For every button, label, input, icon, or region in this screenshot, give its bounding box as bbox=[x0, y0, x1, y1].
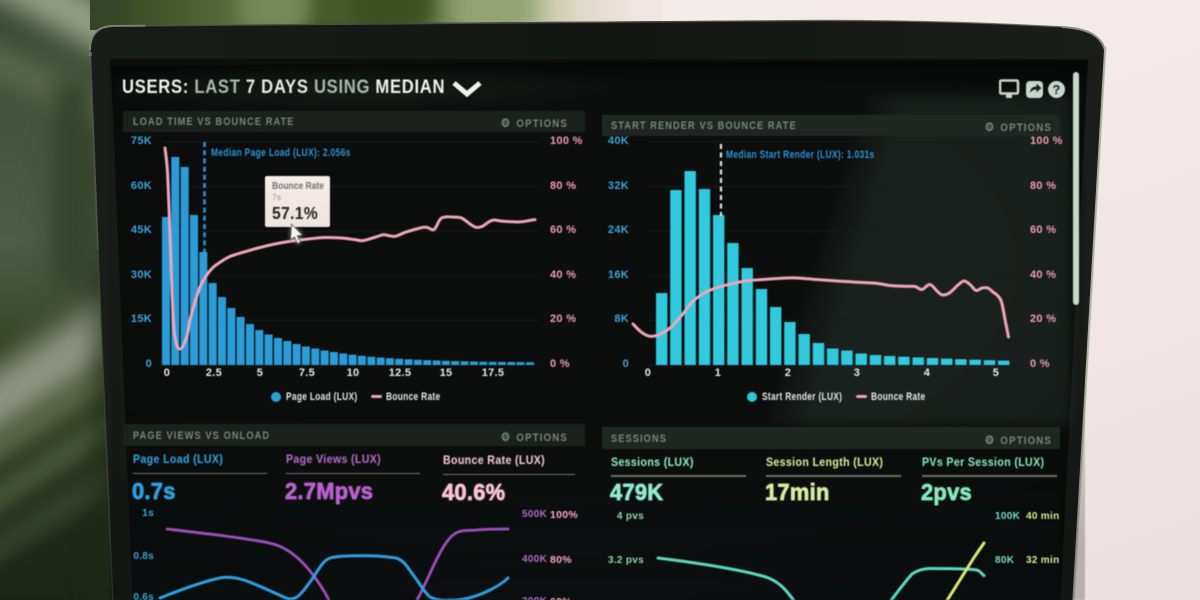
svg-text:?: ? bbox=[1053, 83, 1061, 97]
